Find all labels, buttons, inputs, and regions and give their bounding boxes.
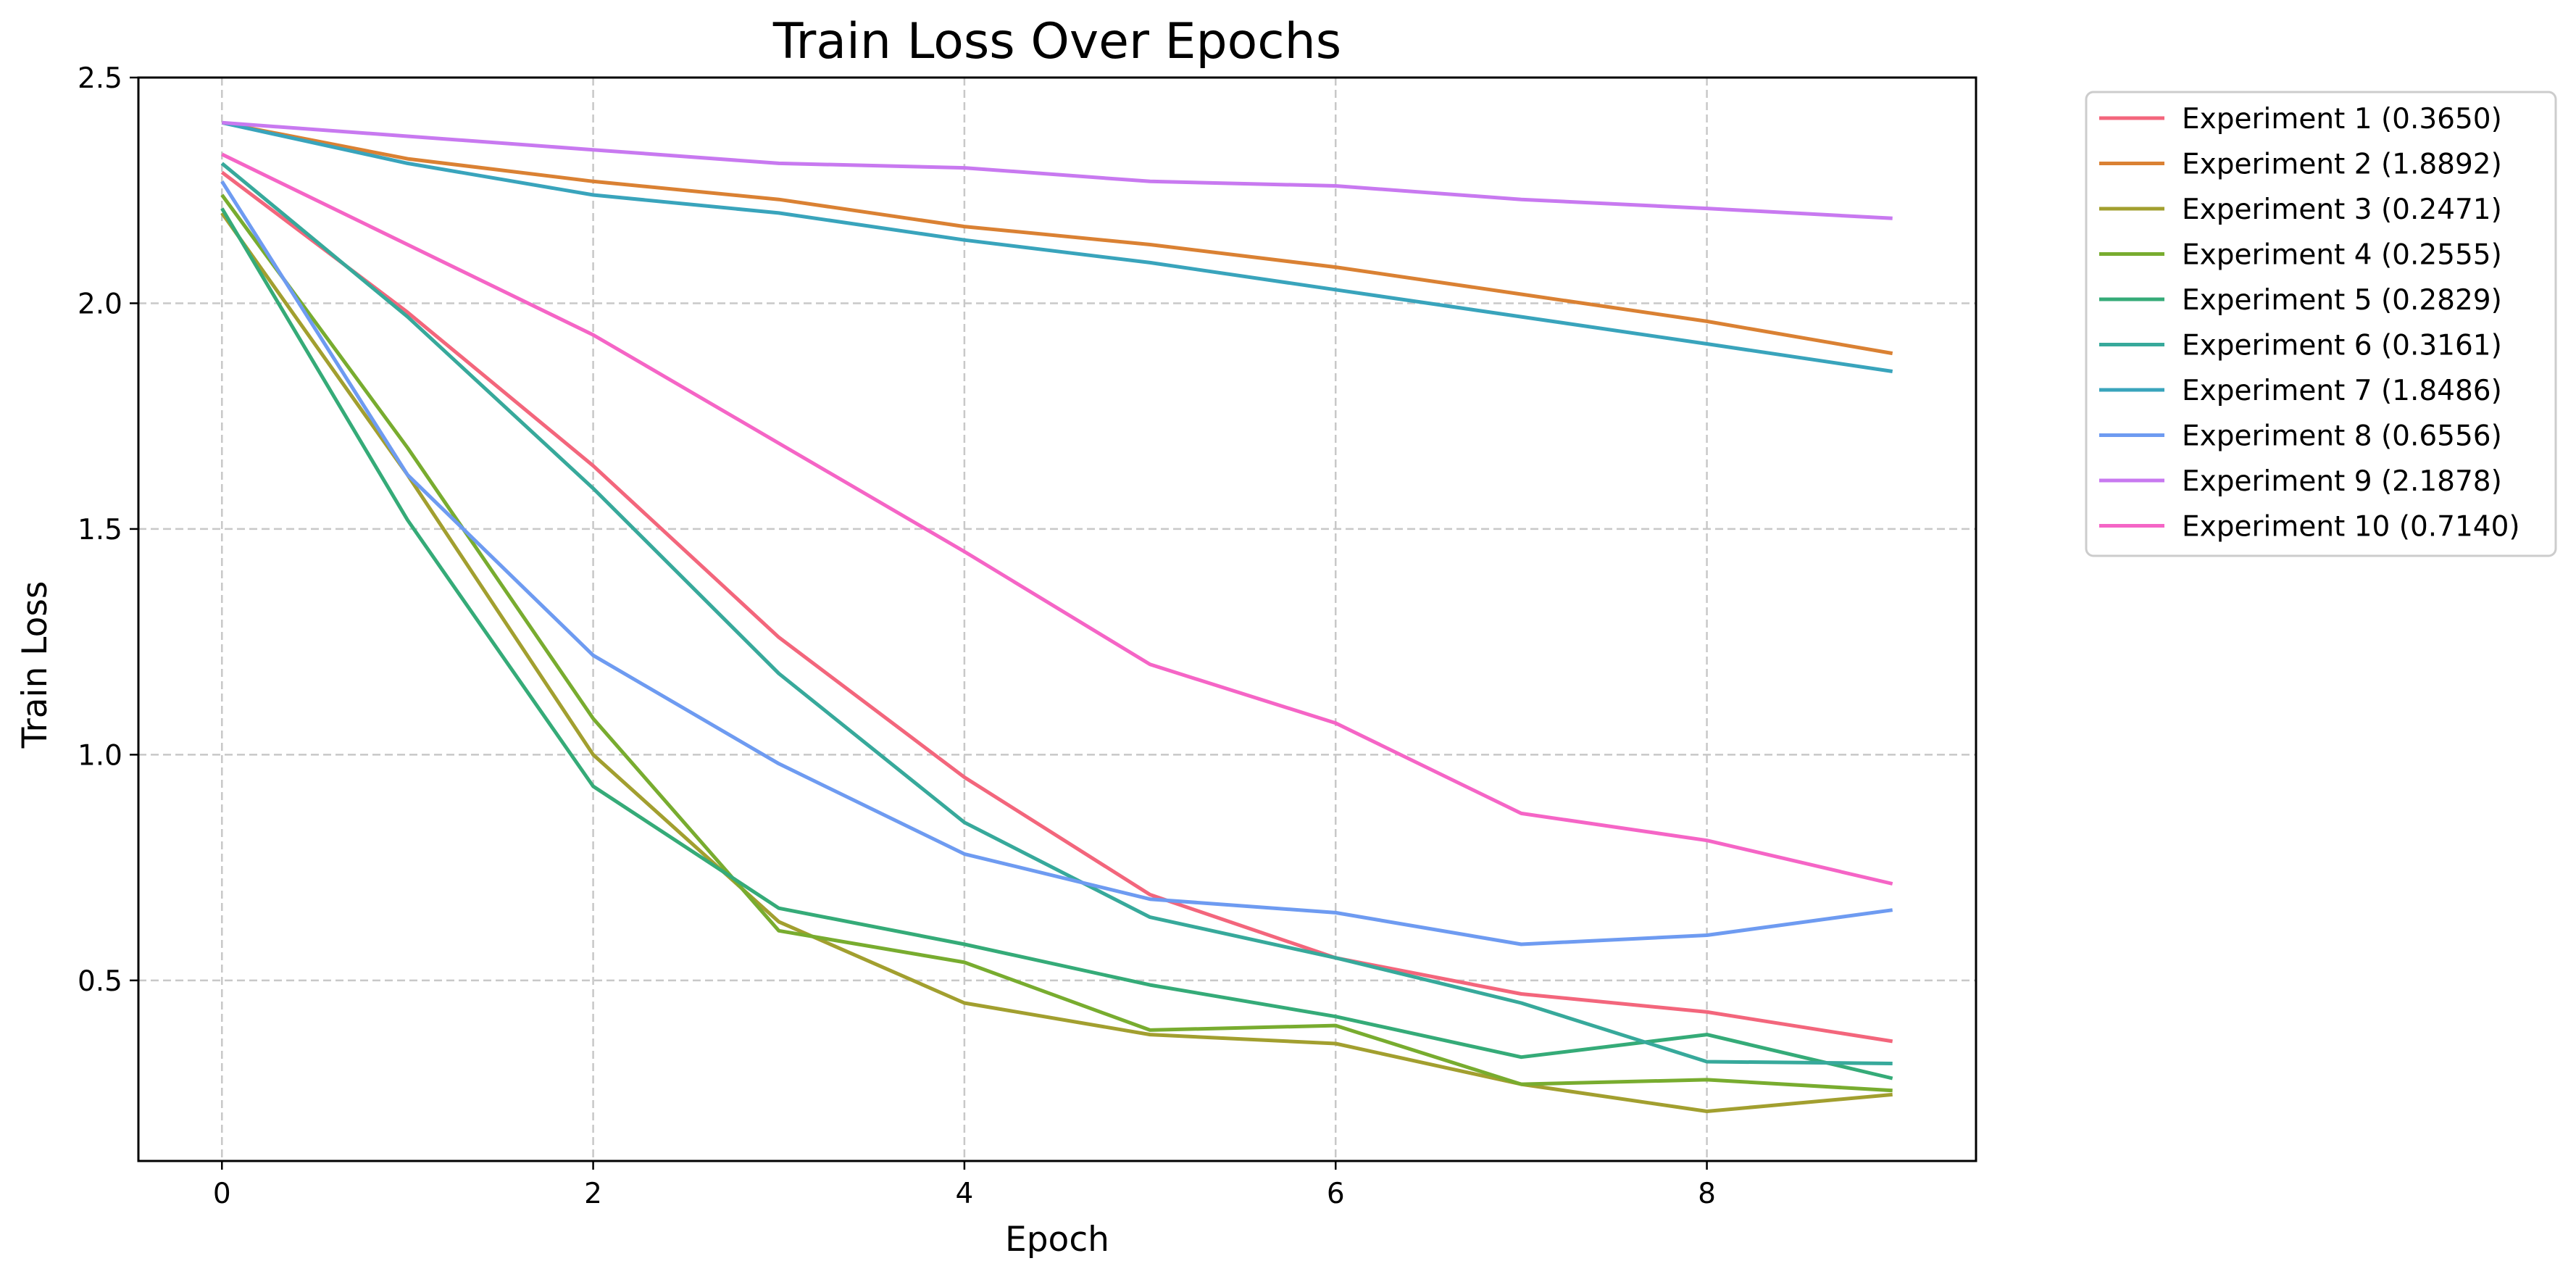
plot-frame (137, 76, 1977, 1162)
legend-item: Experiment 5 (0.2829) (2099, 284, 2502, 317)
legend-label: Experiment 8 (0.6556) (2182, 420, 2502, 453)
legend-item: Experiment 7 (1.8486) (2099, 375, 2502, 407)
y-tick-label: 0.5 (78, 965, 122, 998)
x-tick-label: 8 (1698, 1178, 1716, 1210)
legend-item: Experiment 9 (2.1878) (2099, 465, 2502, 498)
x-tick-label: 0 (213, 1178, 231, 1210)
legend-label: Experiment 6 (0.3161) (2182, 330, 2502, 362)
x-tick-label: 2 (584, 1178, 602, 1210)
series-line-experiment-9 (222, 120, 1893, 220)
y-tick-label: 2.0 (78, 288, 122, 320)
series-line-experiment-3 (220, 212, 1893, 1113)
y-tick-label: 2.5 (78, 62, 122, 95)
legend-item: Experiment 4 (0.2555) (2099, 239, 2502, 272)
series-line-experiment-10 (221, 152, 1893, 886)
x-tick-label: 4 (956, 1178, 974, 1210)
legend: Experiment 1 (0.3650) Experiment 2 (1.889… (2085, 91, 2557, 557)
legend-item: Experiment 3 (0.2471) (2099, 193, 2502, 226)
legend-item: Experiment 8 (0.6556) (2099, 420, 2502, 453)
series-line-experiment-7 (221, 120, 1893, 373)
y-axis-label: Train Loss (15, 581, 55, 749)
grid-lines (138, 76, 1976, 1161)
series-line-experiment-8 (220, 180, 1893, 946)
series-line-experiment-6 (220, 162, 1893, 1065)
y-tick-label: 1.5 (78, 514, 122, 546)
legend-item: Experiment 6 (0.3161) (2099, 330, 2502, 362)
legend-label: Experiment 9 (2.1878) (2182, 465, 2502, 498)
series-lines (220, 120, 1893, 1113)
series-line-experiment-5 (220, 207, 1893, 1081)
legend-label: Experiment 3 (0.2471) (2182, 193, 2502, 226)
series-line-experiment-4 (220, 193, 1893, 1093)
x-axis-label: Epoch (1005, 1220, 1109, 1260)
legend-label: Experiment 2 (1.8892) (2182, 149, 2502, 181)
series-line-experiment-2 (221, 120, 1893, 356)
legend-label: Experiment 10 (0.7140) (2182, 511, 2520, 544)
series-line-experiment-1 (220, 170, 1893, 1044)
y-tick-label: 1.0 (78, 739, 122, 772)
chart-title: Train Loss Over Epochs (772, 13, 1341, 70)
y-axis-ticks: 0.5 1.0 1.5 2.0 2.5 (78, 62, 138, 998)
legend-label: Experiment 7 (1.8486) (2182, 375, 2502, 407)
legend-box (2085, 91, 2557, 557)
legend-label: Experiment 4 (0.2555) (2182, 239, 2502, 272)
legend-label: Experiment 5 (0.2829) (2182, 284, 2502, 317)
x-axis-ticks: 0 2 4 6 8 (213, 1161, 1716, 1210)
x-tick-label: 6 (1327, 1178, 1345, 1210)
legend-item: Experiment 1 (0.3650) (2099, 103, 2502, 136)
legend-item: Experiment 2 (1.8892) (2099, 149, 2502, 181)
legend-item: Experiment 10 (0.7140) (2099, 511, 2520, 544)
legend-label: Experiment 1 (0.3650) (2182, 103, 2502, 136)
